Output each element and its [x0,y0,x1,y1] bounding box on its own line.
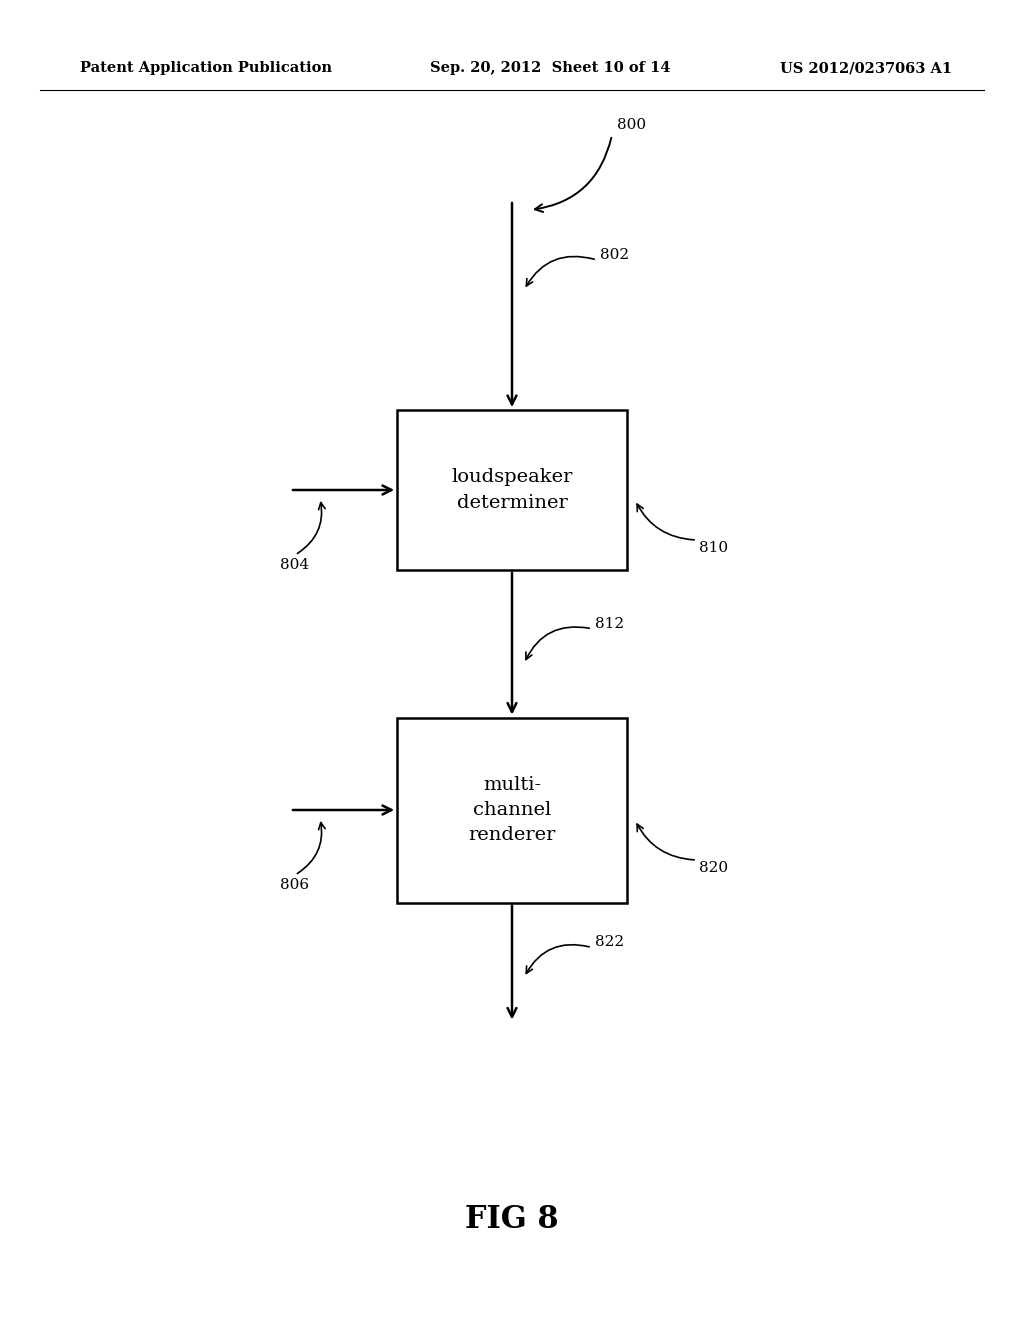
Text: 812: 812 [595,616,624,631]
Bar [397,411,627,570]
Text: 806: 806 [280,878,309,892]
Text: 822: 822 [595,936,624,949]
Text: FIG 8: FIG 8 [465,1204,559,1236]
Text: 804: 804 [280,558,309,572]
Text: 820: 820 [699,861,728,875]
Text: 810: 810 [699,541,728,554]
Bar [397,718,627,903]
Text: 802: 802 [600,248,629,261]
Text: Sep. 20, 2012  Sheet 10 of 14: Sep. 20, 2012 Sheet 10 of 14 [430,61,671,75]
Text: loudspeaker
determiner: loudspeaker determiner [452,469,572,511]
Text: 800: 800 [617,117,646,132]
Text: multi-
channel
renderer: multi- channel renderer [468,776,556,843]
Text: Patent Application Publication: Patent Application Publication [80,61,332,75]
Text: US 2012/0237063 A1: US 2012/0237063 A1 [780,61,952,75]
